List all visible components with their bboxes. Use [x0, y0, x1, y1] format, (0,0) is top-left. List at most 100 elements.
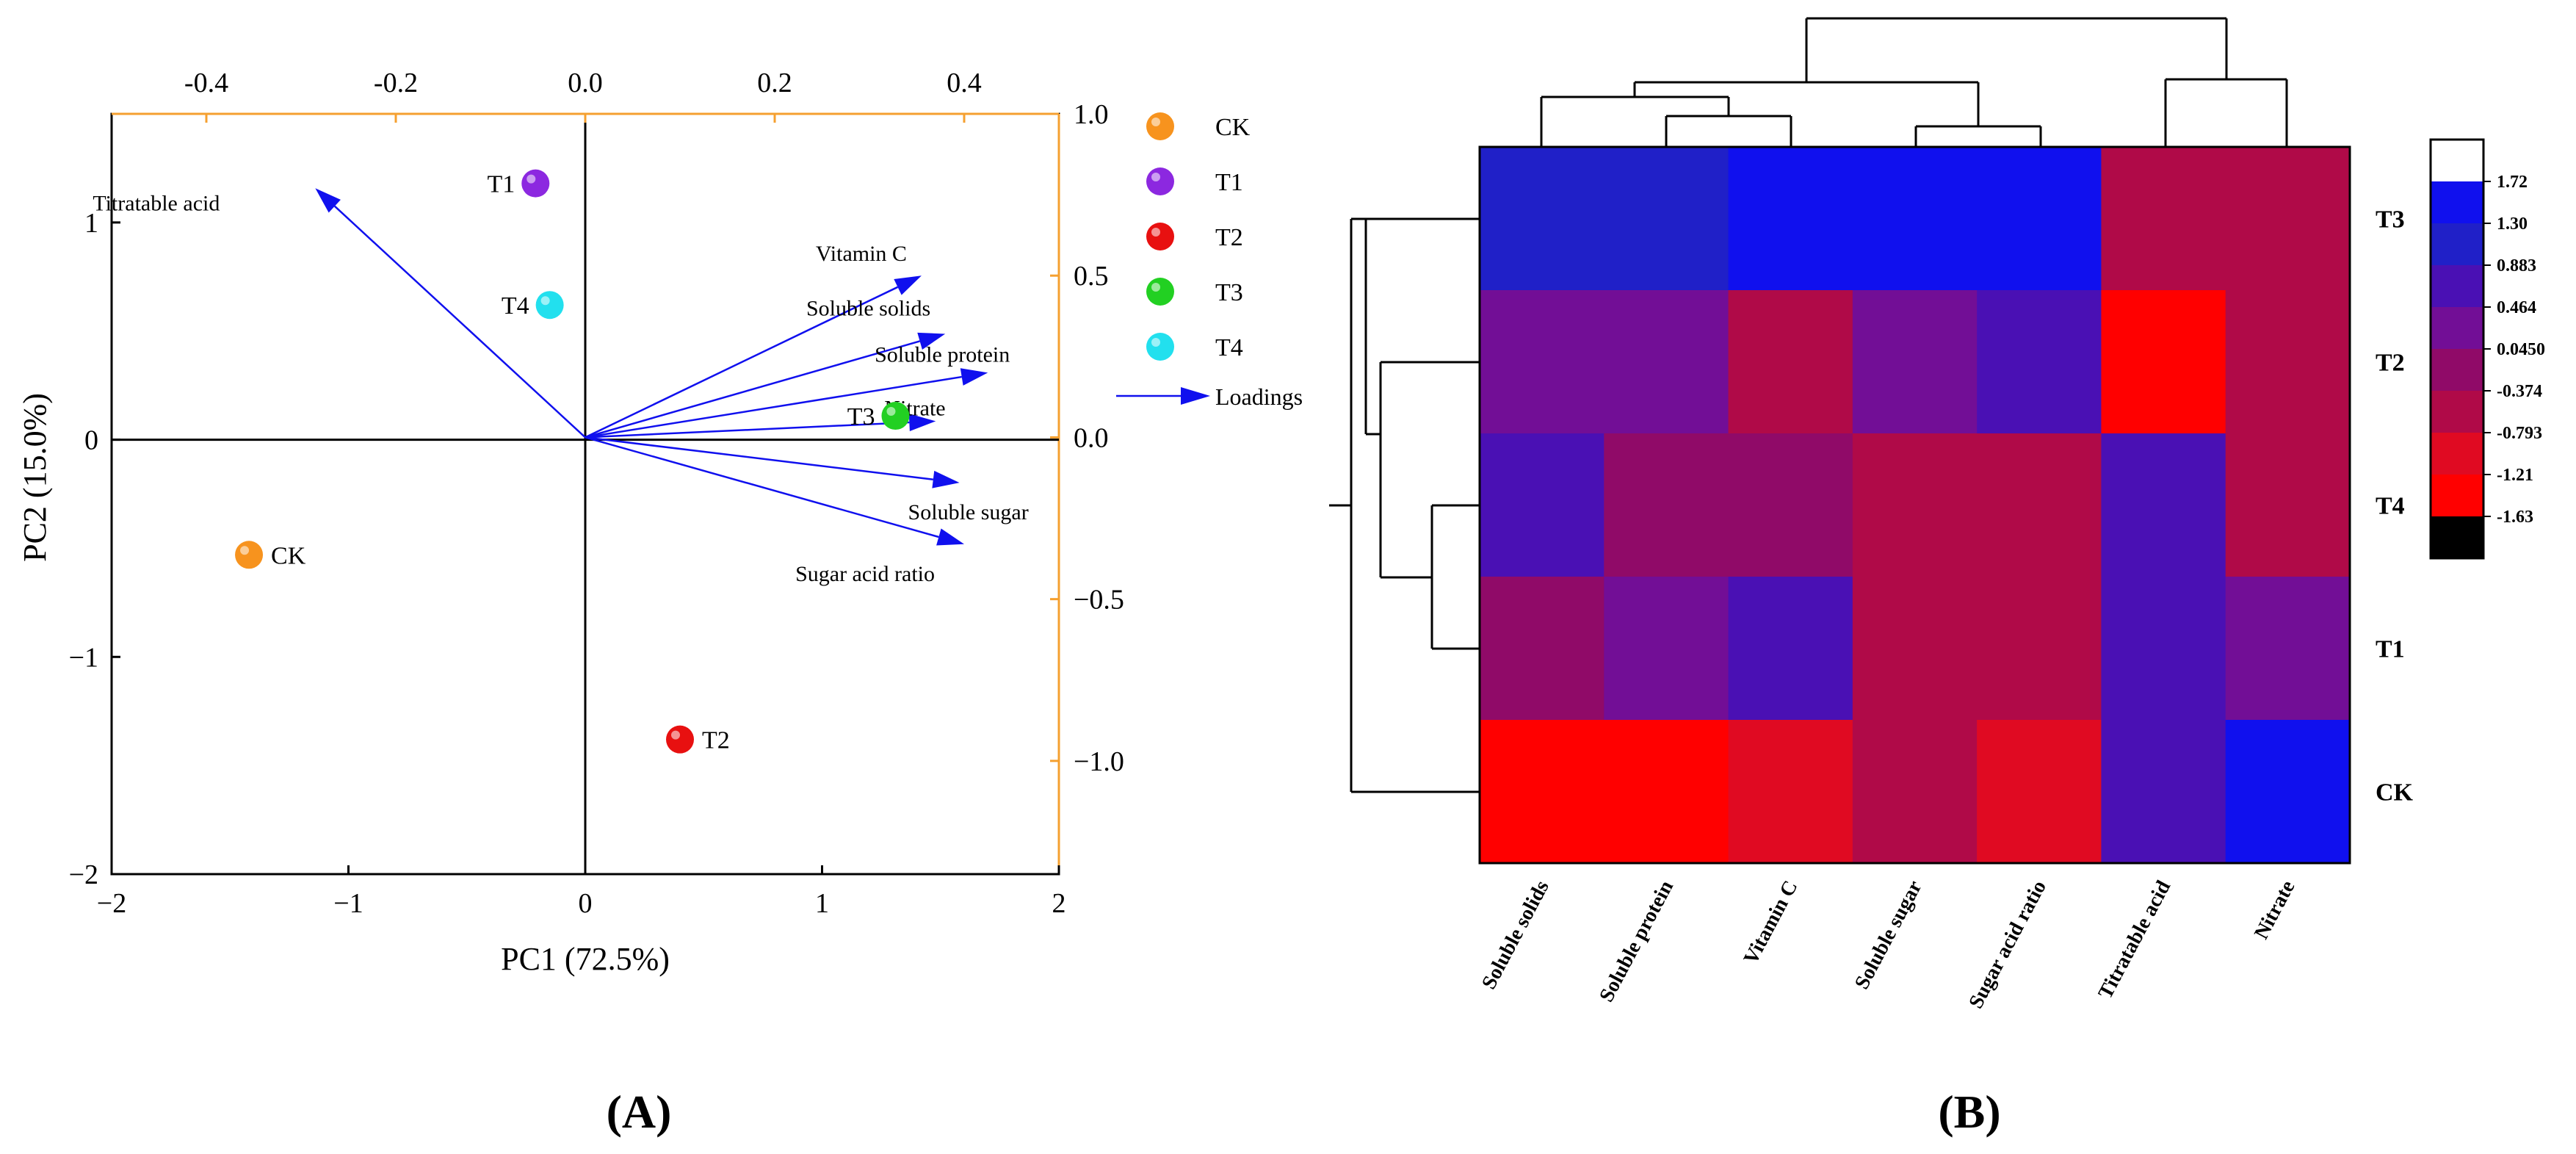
loading-label: Soluble sugar	[908, 500, 1029, 524]
column-label: Soluble sugar	[1850, 877, 1927, 993]
colorbar-swatch	[2431, 391, 2483, 433]
heatmap-cell	[2225, 433, 2351, 577]
legend-loadings-label: Loadings	[1215, 383, 1303, 410]
loading-arrowhead	[936, 528, 964, 546]
legend-label: CK	[1215, 114, 1251, 141]
heatmap-cell	[1852, 147, 1978, 291]
sample-label: T1	[487, 171, 515, 198]
sample-points: CK T1 T2 T3 T4	[235, 169, 910, 754]
heatmap-cell	[1480, 577, 1604, 721]
heatmap-cell	[2101, 433, 2226, 577]
colorbar-label: 1.30	[2497, 214, 2528, 234]
top-tick-label: 0.4	[947, 68, 982, 98]
colorbar-label: 0.883	[2497, 256, 2536, 275]
row-label: T4	[2376, 493, 2405, 520]
heatmap-cell	[2101, 290, 2226, 434]
right-axis-ticks: 1.0 0.5 0.0 −0.5 −1.0	[1050, 99, 1124, 777]
colorbar-swatch	[2431, 516, 2483, 559]
sample-point	[881, 402, 910, 430]
top-tick-label: -0.2	[374, 68, 418, 98]
heatmap-cell	[2225, 577, 2351, 721]
legend-marker-highlight	[1151, 173, 1160, 181]
sample-point-highlight	[540, 296, 550, 306]
heatmap-cell	[1728, 433, 1853, 577]
right-tick-label: 0.0	[1074, 422, 1109, 453]
heatmap-cell	[2225, 720, 2351, 864]
legend-label: T4	[1215, 334, 1243, 361]
heatmap-cell	[1728, 147, 1853, 291]
heatmap-cell	[1480, 720, 1604, 864]
heatmap-cell	[1604, 290, 1729, 434]
legend-marker-highlight	[1151, 283, 1160, 292]
colorbar-swatch	[2431, 307, 2483, 350]
y-tick-label: 0	[84, 425, 98, 456]
loading-label: Sugar acid ratio	[795, 562, 935, 586]
pca-biplot-panel: −2 −1 0 1 2 −2 −1 0 1 -0.4 -0.2 0.0 0.2 0.4 1.0 0.5 0…	[17, 68, 1303, 1138]
y-tick-label: 1	[84, 208, 98, 239]
sample-point	[535, 291, 564, 320]
column-label: Titratable acid	[2094, 876, 2176, 1003]
row-dendrogram	[1329, 217, 1480, 793]
row-label: T1	[2376, 636, 2405, 663]
colorbar-swatch	[2431, 265, 2483, 308]
loading-arrow	[585, 286, 899, 439]
y-tick-label: −2	[69, 859, 98, 890]
top-axis-ticks: -0.4 -0.2 0.0 0.2 0.4	[184, 68, 982, 123]
legend-marker	[1146, 112, 1174, 140]
heatmap-cell	[1604, 577, 1729, 721]
loading-label: Titratable acid	[93, 191, 220, 215]
loading-arrowhead	[908, 414, 936, 432]
x-axis-ticks: −2 −1 0 1 2	[97, 865, 1066, 919]
colorbar-swatch	[2431, 140, 2483, 182]
sample-point-highlight	[886, 407, 896, 416]
x-tick-label: 2	[1052, 888, 1066, 919]
top-tick-label: 0.2	[757, 68, 792, 98]
sample-label: T2	[702, 727, 730, 754]
legend-label: T2	[1215, 224, 1243, 251]
column-label: Soluble protein	[1595, 876, 1678, 1006]
heatmap-cell	[1728, 577, 1853, 721]
loading-arrow	[585, 436, 933, 481]
heatmap-cell	[1480, 147, 1604, 291]
colorbar-label: 1.72	[2497, 173, 2528, 192]
loading-arrow	[585, 436, 939, 538]
legend: CK T1 T2 T3 T4 Loadings	[1116, 112, 1303, 410]
panel-label-a: (A)	[607, 1086, 672, 1138]
sample-label: T4	[502, 292, 529, 320]
loading-arrow	[585, 421, 910, 439]
legend-arrowhead	[1181, 387, 1210, 405]
colorbar: 1.72 1.30 0.883 0.464 0.0450 -0.374 -0.793 -1.2…	[2429, 138, 2545, 560]
legend-label: T3	[1215, 279, 1243, 306]
x-axis-label: PC1 (72.5%)	[501, 941, 670, 977]
sample-point	[521, 169, 550, 198]
sample-point	[235, 541, 264, 569]
legend-marker	[1146, 223, 1174, 250]
legend-marker	[1146, 333, 1174, 361]
right-tick-label: 0.5	[1074, 261, 1109, 292]
heatmap-cell	[2101, 577, 2226, 721]
sample-label: CK	[271, 542, 306, 569]
heatmap-cell	[1977, 290, 2102, 434]
colorbar-label: 0.0450	[2497, 340, 2545, 359]
x-tick-label: −2	[97, 888, 126, 919]
heatmap-cell	[1977, 720, 2102, 864]
heatmap-cell	[1480, 433, 1604, 577]
legend-marker-highlight	[1151, 338, 1160, 347]
colorbar-label: -1.21	[2497, 466, 2533, 485]
heatmap-cell	[1852, 577, 1978, 721]
colorbar-label: -0.793	[2497, 424, 2542, 443]
heatmap-cell	[1977, 577, 2102, 721]
loading-label: Soluble solids	[806, 296, 930, 320]
column-labels: Soluble solids Soluble protein Vitamin C So…	[1477, 876, 2299, 1012]
colorbar-swatch	[2431, 433, 2483, 475]
heatmap-cell	[1852, 720, 1978, 864]
heatmap-cell	[2101, 147, 2226, 291]
right-tick-label: −1.0	[1074, 746, 1124, 777]
heatmap-cells	[1480, 147, 2351, 864]
colorbar-label: -1.63	[2497, 508, 2533, 527]
y-axis-label: PC2 (15.0%)	[17, 393, 53, 562]
row-label: CK	[2376, 779, 2414, 807]
colorbar-label: 0.464	[2497, 298, 2536, 317]
heatmap-panel: T3 T2 T4 T1 CK Soluble solids Soluble protein…	[1329, 17, 2545, 1138]
right-tick-label: −0.5	[1074, 585, 1124, 616]
